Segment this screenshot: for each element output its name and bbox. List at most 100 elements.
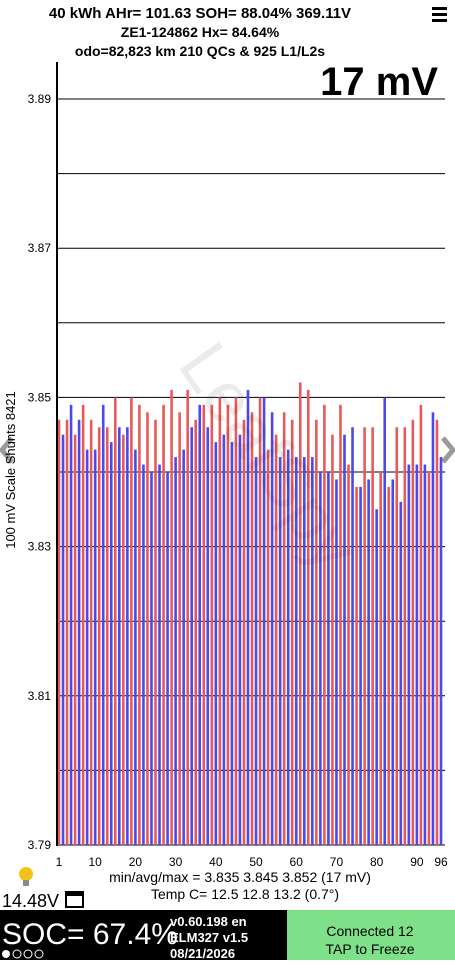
x-tick-label: 1: [56, 855, 63, 869]
bar: [89, 419, 93, 845]
bulb-icon[interactable]: [19, 867, 33, 886]
header-line: odo=82,823 km 210 QCs & 925 L1/L2s: [75, 43, 325, 59]
menu-bar: [432, 7, 447, 10]
bar: [154, 419, 157, 845]
bar: [363, 427, 366, 845]
bar: [270, 412, 274, 845]
bar: [81, 404, 85, 845]
version: v0.60.198 en: [170, 914, 247, 929]
bar: [254, 457, 258, 845]
bar: [186, 389, 189, 845]
bar: [282, 412, 286, 845]
bar: [294, 457, 298, 845]
soc: SOC= 67.4%: [2, 918, 178, 951]
bar: [69, 404, 73, 845]
grid: 3.79 3.81 3.83 3.85 3.87 3.89: [28, 92, 445, 852]
calendar-icon[interactable]: [65, 891, 84, 908]
y-tick-label: 3.85: [28, 390, 52, 404]
bar: [126, 427, 129, 845]
menu-bar: [432, 19, 447, 22]
bar: [435, 419, 439, 845]
nav-right[interactable]: [441, 436, 455, 464]
bar: [274, 434, 278, 845]
bar: [97, 427, 101, 845]
bar: [266, 449, 270, 845]
connection: Connected 12: [326, 923, 413, 939]
bar: [367, 479, 370, 845]
bar: [375, 509, 378, 845]
y-tick-label: 3.81: [28, 689, 52, 703]
dot: [34, 949, 44, 959]
bar: [113, 397, 117, 845]
bar: [351, 427, 354, 845]
bar: [347, 464, 350, 845]
bar: [298, 382, 302, 845]
bar: [118, 427, 121, 845]
x-tick-label: 80: [370, 855, 384, 869]
bar: [138, 404, 141, 845]
bar: [230, 442, 234, 845]
freeze-button[interactable]: TAP to Freeze: [326, 941, 415, 957]
status-bar: [0, 910, 287, 960]
x-ticks: 1 10 20 30 40 50 60 70 80 90 96: [56, 855, 448, 869]
bar: [194, 419, 198, 845]
bar: [423, 464, 427, 845]
bar: [214, 442, 218, 845]
bulb-base: [23, 880, 29, 886]
temperature: Temp C= 12.5 12.8 13.2 (0.7°): [151, 886, 339, 902]
bar: [246, 389, 250, 845]
x-tick-label: 50: [249, 855, 263, 869]
connection-panel[interactable]: [287, 910, 455, 960]
bar: [258, 397, 262, 845]
bar: [174, 457, 177, 845]
menu-icon[interactable]: [432, 7, 447, 22]
bar: [323, 404, 326, 845]
bar: [198, 404, 202, 845]
bar: [411, 419, 415, 845]
x-tick-label: 90: [410, 855, 424, 869]
bar: [61, 434, 65, 845]
y-tick-label: 3.87: [28, 241, 52, 255]
bar: [150, 472, 153, 845]
x-tick-label: 96: [434, 855, 448, 869]
bar: [311, 457, 314, 845]
bar: [65, 419, 69, 845]
bar: [387, 486, 391, 845]
bulb-glass: [19, 867, 33, 881]
stats: min/avg/max = 3.835 3.845 3.852 (17 mV): [109, 869, 371, 885]
bar: [379, 472, 382, 845]
bar: [178, 412, 181, 845]
bar: [101, 404, 105, 845]
bar: [278, 457, 282, 845]
adapter: ELM327 v1.5: [170, 930, 248, 945]
big-reading: 17 mV: [320, 60, 438, 104]
y-axis-label: 100 mV Scale Shunts 8421: [3, 391, 18, 549]
bar: [339, 404, 342, 845]
dot: [23, 949, 33, 959]
x-tick-label: 30: [169, 855, 183, 869]
bar: [170, 389, 173, 845]
nav-left[interactable]: [0, 436, 14, 464]
y-tick-label: 3.79: [28, 838, 52, 852]
bar: [407, 464, 411, 845]
bar: [359, 486, 362, 845]
x-tick-label: 10: [89, 855, 103, 869]
bar: [73, 434, 77, 845]
bar: [182, 449, 185, 845]
bar: [142, 464, 145, 845]
bar: [238, 434, 242, 845]
bar: [146, 412, 149, 845]
bar: [286, 449, 290, 845]
bar: [343, 434, 346, 845]
bar: [222, 434, 226, 845]
dot: [12, 949, 22, 959]
bar: [134, 449, 137, 845]
bar: [391, 479, 395, 845]
calendar-top: [66, 892, 83, 896]
bar: [399, 501, 403, 845]
x-tick-label: 70: [330, 855, 344, 869]
bar: [122, 434, 125, 845]
bar: [331, 434, 334, 845]
bar: [302, 457, 306, 845]
